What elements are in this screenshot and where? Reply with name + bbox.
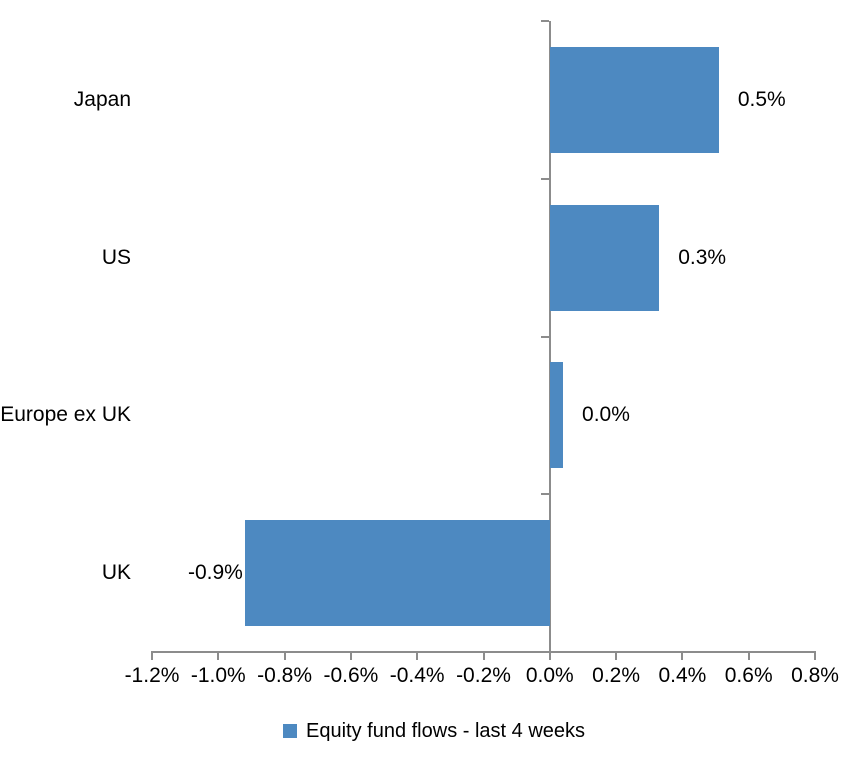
x-tick-label: 0.6% <box>724 664 773 687</box>
x-tick-label: -1.2% <box>124 664 180 687</box>
y-axis-tick <box>540 20 549 22</box>
x-axis-tick <box>151 653 153 660</box>
x-tick-label: 0.4% <box>658 664 707 687</box>
x-axis-tick <box>349 653 352 660</box>
value-label: 0.0% <box>582 403 630 427</box>
y-axis-line <box>548 21 551 652</box>
y-axis-tick <box>540 335 549 338</box>
legend-swatch-icon <box>283 724 297 738</box>
category-label: US <box>101 245 131 269</box>
legend: Equity fund flows - last 4 weeks <box>283 719 585 743</box>
x-tick-label: 0.0% <box>525 664 574 687</box>
category-label: UK <box>101 561 131 585</box>
x-axis-tick <box>814 653 816 660</box>
x-tick-label: -0.2% <box>456 664 511 687</box>
x-axis-tick <box>681 653 684 660</box>
category-label: Europe ex UK <box>0 403 131 427</box>
x-axis-tick <box>283 653 286 660</box>
x-axis-tick <box>217 653 220 660</box>
category-label: Japan <box>73 87 131 111</box>
x-axis-tick <box>416 653 419 660</box>
x-axis-tick <box>747 653 750 660</box>
bar-uk <box>244 520 550 627</box>
x-axis-line <box>151 651 816 653</box>
x-tick-label: 0.8% <box>791 664 839 687</box>
x-axis-tick <box>482 653 485 660</box>
value-label: -0.9% <box>187 561 243 585</box>
x-tick-label: -1.0% <box>190 664 246 687</box>
bar-japan <box>549 46 719 153</box>
bar-us <box>549 204 660 311</box>
x-tick-label: -0.8% <box>257 664 313 687</box>
bar-europe-ex-uk <box>549 362 564 469</box>
y-axis-tick <box>540 493 549 496</box>
legend-label: Equity fund flows - last 4 weeks <box>306 720 586 742</box>
x-axis-tick <box>548 653 551 660</box>
x-tick-label: -0.6% <box>323 664 379 687</box>
x-tick-label: 0.2% <box>592 664 641 687</box>
y-axis-tick <box>540 177 549 180</box>
x-tick-label: -0.4% <box>389 664 445 687</box>
value-label: 0.3% <box>678 245 727 269</box>
x-axis-tick <box>615 653 618 660</box>
value-label: 0.5% <box>737 87 786 111</box>
